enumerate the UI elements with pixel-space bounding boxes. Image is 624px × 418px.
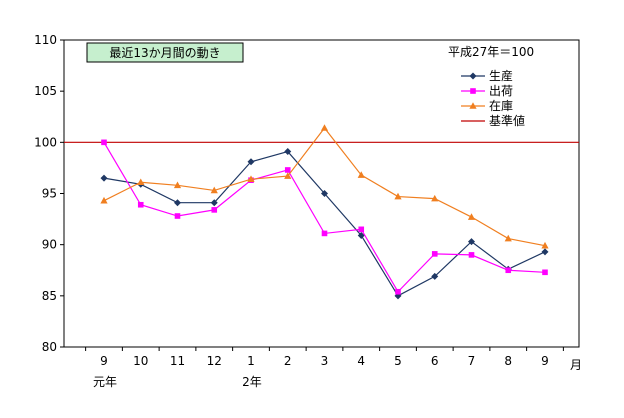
data-point-0 bbox=[174, 199, 181, 207]
x-tick-label: 4 bbox=[357, 354, 365, 368]
data-point-2 bbox=[284, 172, 292, 179]
x-tick-label: 3 bbox=[321, 354, 329, 368]
data-point-1 bbox=[284, 167, 291, 173]
data-point-2 bbox=[173, 181, 182, 189]
x-tick-label: 8 bbox=[504, 354, 512, 368]
base-note: 平成27年＝100 bbox=[448, 45, 534, 59]
data-point-0 bbox=[210, 199, 218, 207]
legend-marker-0 bbox=[469, 72, 477, 80]
data-point-1 bbox=[321, 230, 328, 237]
y-tick-label: 110 bbox=[34, 33, 57, 47]
data-point-1 bbox=[137, 201, 144, 208]
data-point-0 bbox=[431, 272, 439, 280]
legend-marker-2 bbox=[469, 102, 477, 109]
x-tick-label: 12 bbox=[207, 354, 222, 368]
y-tick-label: 105 bbox=[34, 84, 57, 98]
data-point-1 bbox=[468, 252, 475, 258]
era-label: 2年 bbox=[242, 375, 262, 389]
x-unit-label: 月 bbox=[570, 358, 582, 372]
chart-title: 最近13か月間の動き bbox=[109, 46, 220, 60]
x-tick-label: 9 bbox=[541, 354, 549, 368]
data-point-2 bbox=[137, 178, 145, 186]
data-point-0 bbox=[357, 231, 365, 239]
x-tick-label: 5 bbox=[394, 354, 402, 368]
data-point-2 bbox=[467, 213, 476, 220]
x-tick-label: 10 bbox=[133, 354, 148, 368]
data-point-0 bbox=[541, 248, 549, 256]
y-tick-label: 95 bbox=[42, 187, 57, 201]
x-tick-label: 11 bbox=[170, 354, 185, 368]
series-0 bbox=[100, 148, 549, 300]
y-tick-label: 80 bbox=[42, 340, 57, 354]
chart-title-box: 最近13か月間の動き bbox=[86, 42, 244, 63]
data-point-1 bbox=[542, 269, 548, 276]
legend-label-2: 在庫 bbox=[489, 99, 513, 113]
data-point-1 bbox=[505, 267, 512, 274]
data-point-2 bbox=[357, 171, 365, 178]
x-tick-label: 1 bbox=[247, 354, 255, 368]
y-tick-label: 85 bbox=[42, 289, 57, 303]
data-point-1 bbox=[174, 213, 181, 219]
data-point-0 bbox=[321, 190, 328, 197]
x-tick-label: 9 bbox=[100, 354, 108, 368]
data-point-2 bbox=[504, 234, 512, 242]
data-point-0 bbox=[247, 158, 255, 166]
data-point-2 bbox=[247, 175, 255, 182]
data-point-0 bbox=[100, 174, 108, 182]
data-point-2 bbox=[100, 196, 108, 204]
data-point-2 bbox=[394, 192, 402, 200]
data-point-2 bbox=[431, 194, 439, 202]
data-point-0 bbox=[468, 238, 475, 246]
data-point-1 bbox=[101, 139, 107, 146]
data-point-1 bbox=[431, 251, 438, 257]
data-point-2 bbox=[541, 241, 549, 249]
era-label: 元年 bbox=[93, 375, 117, 389]
legend-label-0: 生産 bbox=[489, 68, 513, 83]
x-tick-label: 2 bbox=[284, 354, 292, 368]
y-tick-label: 90 bbox=[42, 238, 57, 252]
y-tick-label: 100 bbox=[34, 135, 57, 149]
x-tick-label: 6 bbox=[431, 354, 439, 368]
data-point-1 bbox=[395, 288, 401, 295]
legend-label-3: 基準値 bbox=[489, 113, 525, 128]
data-point-2 bbox=[210, 186, 218, 194]
data-point-1 bbox=[358, 226, 365, 233]
legend-marker-1 bbox=[470, 88, 476, 94]
data-point-1 bbox=[211, 207, 218, 213]
data-point-0 bbox=[284, 148, 292, 156]
series-2 bbox=[100, 124, 549, 249]
x-tick-label: 7 bbox=[468, 354, 476, 368]
legend-label-1: 出荷 bbox=[489, 84, 513, 98]
data-point-2 bbox=[320, 124, 329, 131]
